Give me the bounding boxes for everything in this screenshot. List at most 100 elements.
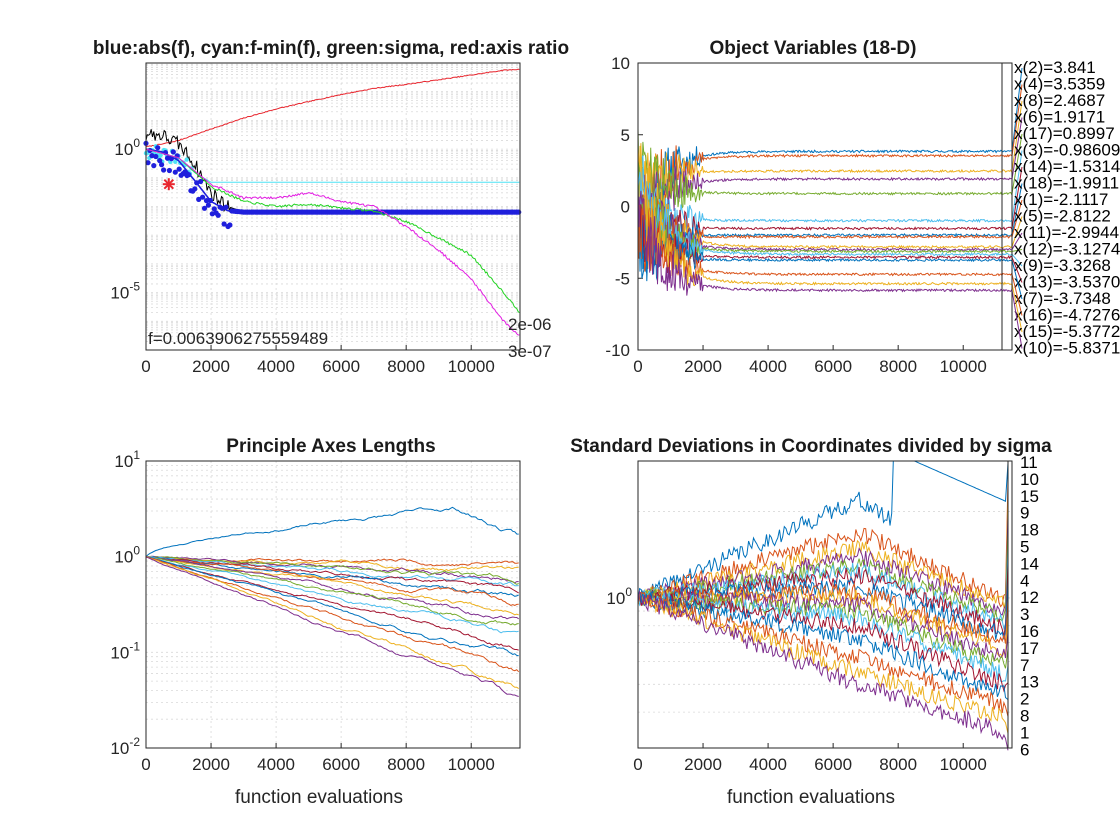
axes-length-line <box>145 556 519 620</box>
stddev-coordinate-label: 7 <box>1020 656 1029 675</box>
fitness-xtick-label: 0 <box>141 357 150 376</box>
objvars-xtick-label: 6000 <box>814 357 852 376</box>
stddev-ytick-label: 100 <box>606 585 632 608</box>
fitness-point <box>200 194 206 200</box>
axes-xtick-label: 8000 <box>387 755 425 774</box>
fitness-point <box>145 160 151 166</box>
objvars-variable-label: x(14)=-1.5314 <box>1014 157 1120 176</box>
fitness-point <box>157 158 163 164</box>
fitness-xtick-label: 4000 <box>257 357 295 376</box>
fitness-point <box>161 167 167 173</box>
stddev-coordinate-line <box>637 588 1009 683</box>
objvars-variable-line <box>637 199 1023 272</box>
axes-length-line <box>145 556 519 690</box>
stddev-coordinate-label: 9 <box>1020 504 1029 523</box>
objvars-variable-line <box>637 199 1023 316</box>
axes-xtick-label: 6000 <box>322 755 360 774</box>
objvars-variable-label: x(2)=3.841 <box>1014 58 1096 77</box>
objvars-variable-label: x(3)=-0.98609 <box>1014 141 1120 160</box>
objvars-plot-area <box>637 62 1013 351</box>
objvars-variable-line <box>637 145 1023 251</box>
objvars-variable-label: x(12)=-3.1274 <box>1014 240 1120 259</box>
objvars-ytick-label: -5 <box>615 269 630 288</box>
objvars-variable-line <box>637 117 1023 249</box>
axes-xtick-label: 10000 <box>448 755 495 774</box>
axes-length-line <box>145 555 519 584</box>
fitness-point <box>168 156 174 162</box>
axes-ytick-base: 10 <box>110 739 129 758</box>
objvars-title: Object Variables (18-D) <box>710 38 917 59</box>
fitness-point <box>194 180 200 186</box>
fitness-point <box>215 212 221 218</box>
stddev-coordinate-label: 2 <box>1020 690 1029 709</box>
objvars-variable-label: x(1)=-2.1117 <box>1014 190 1108 209</box>
fitness-point <box>172 169 178 175</box>
axes-length-line <box>145 556 519 585</box>
axes-xtick-label: 2000 <box>192 755 230 774</box>
objvars-variable-label: x(6)=1.9171 <box>1014 108 1105 127</box>
objvars-xtick-label: 0 <box>633 357 642 376</box>
axes-length-line <box>145 556 519 651</box>
objvars-ytick-label: 10 <box>611 54 630 73</box>
axes-ytick-exp: 0 <box>133 544 140 558</box>
fitness-point <box>221 221 227 227</box>
stddev-xtick-label: 8000 <box>879 755 917 774</box>
panel-fitness: blue:abs(f), cyan:f-min(f), green:sigma,… <box>93 38 569 376</box>
fitness-point <box>153 153 159 160</box>
objvars-ytick-label: 5 <box>621 126 630 145</box>
fitness-point <box>209 211 215 217</box>
objvars-ytick-label: 0 <box>621 198 630 217</box>
fitness-ytick-base: 10 <box>114 140 133 159</box>
stddev-xtick-label: 0 <box>633 755 642 774</box>
stddev-coordinate-label: 3 <box>1020 605 1029 624</box>
objvars-xtick-label: 2000 <box>684 357 722 376</box>
axes-ytick-exp: -1 <box>129 639 140 653</box>
objvars-variable-label: x(18)=-1.9911 <box>1014 174 1119 193</box>
objvars-axes-box <box>637 62 1013 351</box>
axes-length-line <box>145 556 519 697</box>
axes-length-line <box>145 556 519 657</box>
axes-ytick-label: 100 <box>114 544 140 567</box>
fitness-ytick-label: 10-5 <box>110 280 140 303</box>
fitness-series-line <box>145 148 520 314</box>
panel-principle-axes: Principle Axes Lengths 0 2000 4000 6000 8000 1… <box>110 436 521 808</box>
objvars-variable-line <box>637 150 1023 244</box>
fitness-point <box>207 197 213 204</box>
axes-length-line <box>145 556 519 594</box>
objvars-variable-line <box>637 100 1023 218</box>
stddev-xtick-label: 10000 <box>940 755 987 774</box>
axes-length-line <box>145 556 519 634</box>
stddev-coordinate-line <box>637 513 1009 616</box>
fitness-series-line <box>145 148 520 183</box>
objvars-xtick-label: 4000 <box>749 357 787 376</box>
fitness-xtick-label: 10000 <box>448 357 495 376</box>
fitness-point <box>227 222 233 228</box>
axes-length-line <box>145 506 519 558</box>
fitness-annotation: f=0.0063906275559489 <box>148 329 328 348</box>
stddev-coordinate-line <box>637 589 1009 669</box>
stddev-coordinate-line <box>637 592 1009 693</box>
stddev-coordinate-label: 18 <box>1020 521 1039 540</box>
best-f-star-icon <box>162 178 175 191</box>
stddev-axes-box <box>637 460 1013 749</box>
axes-title: Principle Axes Lengths <box>226 436 435 457</box>
fitness-xtick-label: 6000 <box>322 357 360 376</box>
stddev-xtick-label: 4000 <box>749 755 787 774</box>
axes-ytick-label: 101 <box>114 448 140 471</box>
fitness-point <box>186 172 192 178</box>
stddev-coordinate-label: 4 <box>1020 571 1029 590</box>
axes-ytick-label: 10-2 <box>110 735 140 758</box>
fitness-point <box>198 178 204 185</box>
fitness-point <box>211 206 217 212</box>
objvars-variable-label: x(15)=-5.3772 <box>1014 322 1120 341</box>
objvars-variable-line <box>637 207 1023 300</box>
objvars-xtick-label: 8000 <box>879 357 917 376</box>
fitness-ytick-exp: -5 <box>129 280 140 294</box>
objvars-variable-label: x(16)=-4.7276 <box>1014 306 1120 325</box>
fitness-series-line <box>145 68 520 148</box>
axes-ytick-base: 10 <box>110 643 129 662</box>
objvars-variable-label: x(4)=3.5359 <box>1014 75 1105 94</box>
objvars-variable-label: x(7)=-3.7348 <box>1014 289 1111 308</box>
fitness-point <box>201 205 208 211</box>
fitness-point <box>159 162 165 168</box>
